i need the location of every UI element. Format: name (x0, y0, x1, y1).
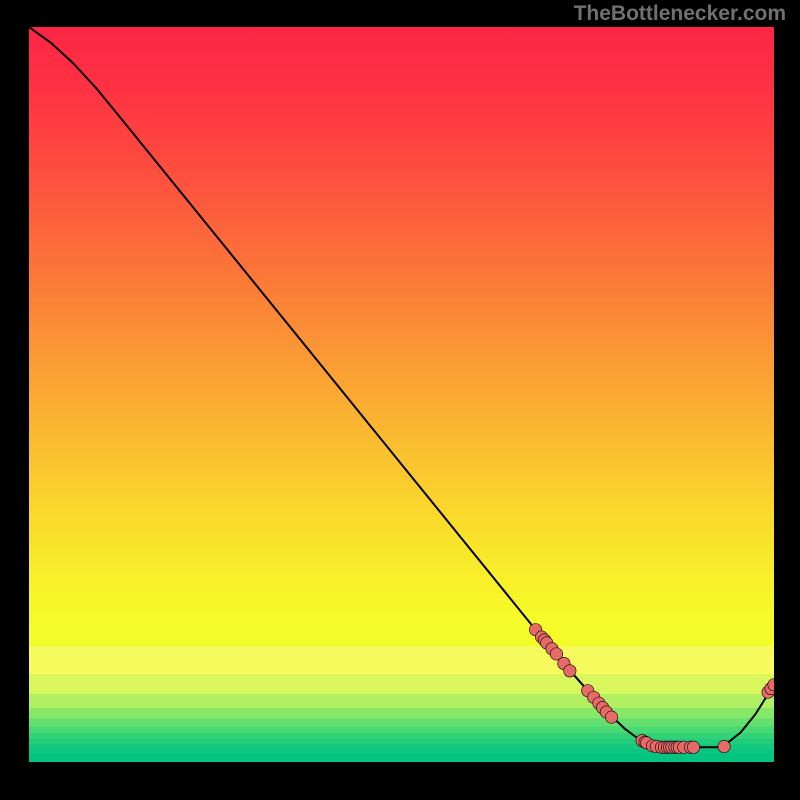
data-marker (718, 740, 730, 752)
data-marker (768, 679, 780, 691)
data-marker (687, 741, 699, 753)
watermark-text: TheBottlenecker.com (574, 2, 786, 26)
data-marker (605, 711, 617, 723)
chart-svg (0, 0, 800, 800)
gradient-background (29, 27, 774, 762)
chart-stage: TheBottlenecker.com (0, 0, 800, 800)
data-marker (564, 665, 576, 677)
